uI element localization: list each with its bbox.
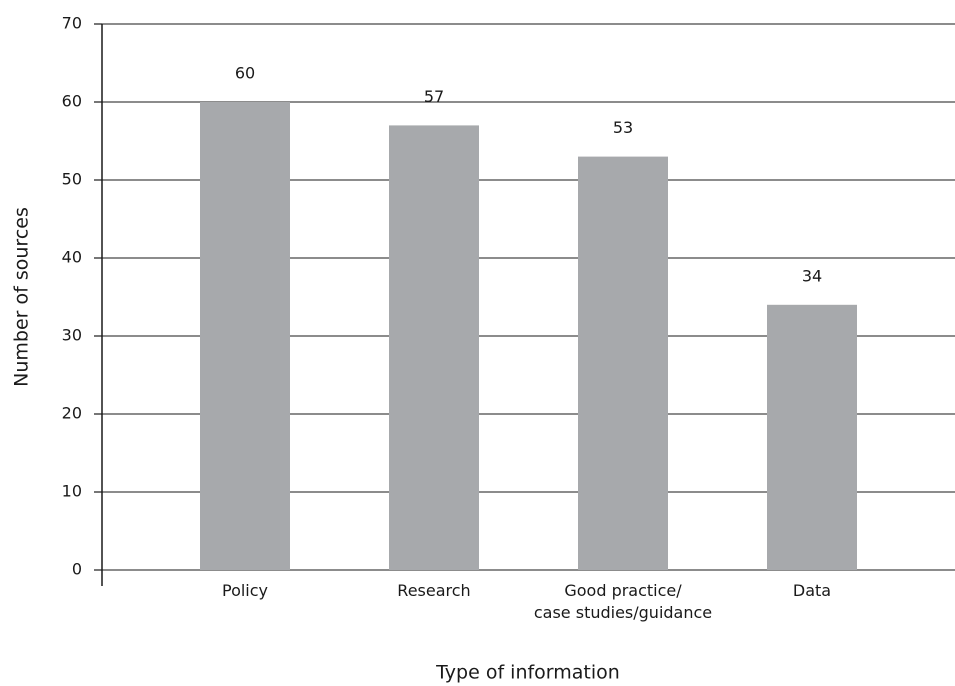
y-tick-label: 30 bbox=[62, 326, 82, 345]
bar bbox=[389, 125, 479, 571]
y-tick-label: 0 bbox=[72, 560, 82, 579]
y-axis-title: Number of sources bbox=[11, 207, 33, 387]
data-label: 60 bbox=[235, 64, 255, 83]
y-tick-label: 70 bbox=[62, 14, 82, 33]
bar bbox=[578, 156, 668, 570]
data-label: 34 bbox=[802, 266, 822, 285]
y-tick-label: 60 bbox=[62, 92, 82, 111]
y-tick-label: 20 bbox=[62, 404, 82, 423]
x-tick-label: Policy bbox=[221, 581, 269, 600]
y-tick-label: 50 bbox=[62, 170, 82, 189]
bar bbox=[200, 102, 290, 570]
data-label: 57 bbox=[424, 87, 444, 106]
y-tick-label: 10 bbox=[62, 482, 82, 501]
x-tick-label: Data bbox=[792, 581, 832, 600]
x-tick-label: Good practice/ case studies/guidance bbox=[533, 581, 713, 622]
y-tick-label: 40 bbox=[62, 248, 82, 267]
x-axis-title: Type of information bbox=[435, 662, 620, 684]
bar bbox=[767, 304, 857, 570]
x-tick-label: Research bbox=[397, 581, 471, 600]
data-label: 53 bbox=[613, 118, 633, 137]
